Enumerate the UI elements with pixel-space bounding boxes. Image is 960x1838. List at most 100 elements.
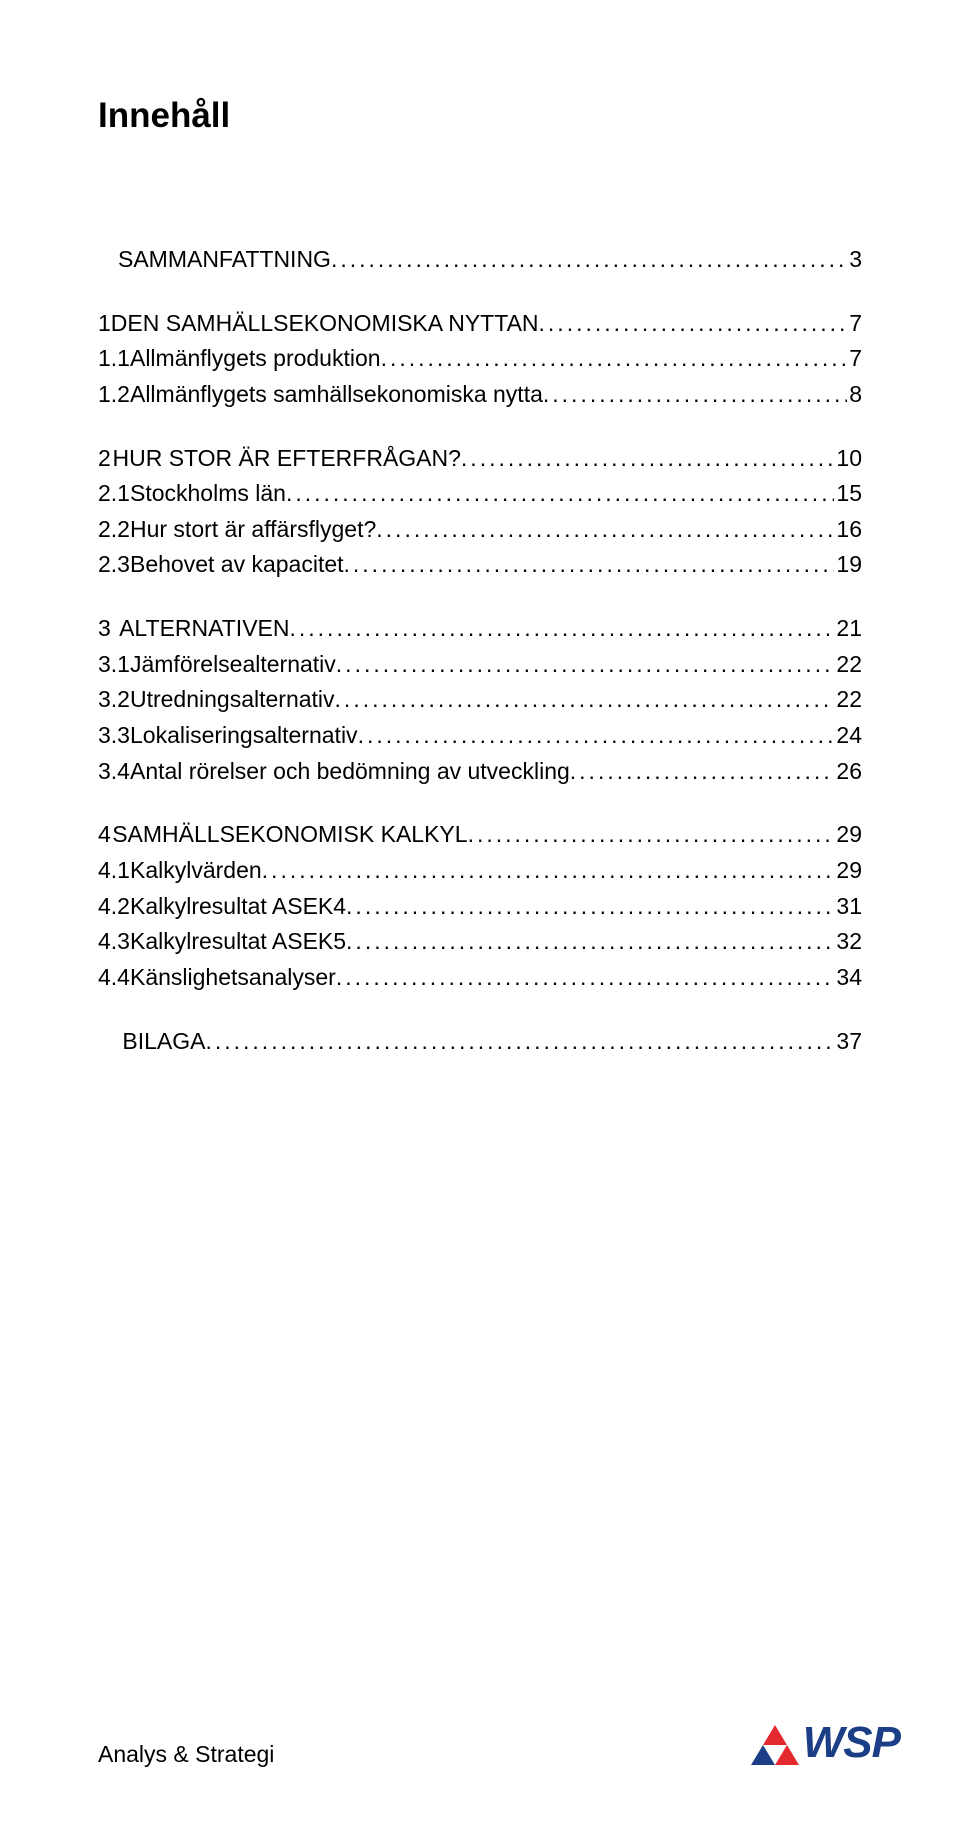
toc-line: 4.2 Kalkylresultat ASEK4 31 [98, 889, 862, 925]
toc-page: 21 [834, 611, 862, 647]
toc-label: SAMMANFATTNING [118, 242, 331, 278]
toc-block: 2 HUR STOR ÄR EFTERFRÅGAN? 10 2.1 Stockh… [98, 441, 862, 584]
toc-num: 3.3 [98, 718, 130, 754]
toc-block: 4 SAMHÄLLSEKONOMISK KALKYL 29 4.1 Kalkyl… [98, 817, 862, 995]
toc-leader [539, 306, 848, 342]
toc-page: 26 [834, 754, 862, 790]
toc-page: 16 [834, 512, 862, 548]
toc-line: 2.1 Stockholms län 15 [98, 476, 862, 512]
toc-label: SAMHÄLLSEKONOMISK KALKYL [112, 817, 467, 853]
toc-line: SAMMANFATTNING 3 [98, 242, 862, 278]
toc-num: 1.2 [98, 377, 130, 413]
toc-label: Allmänflygets samhällsekonomiska nytta [130, 377, 543, 413]
toc-label: Känslighetsanalyser [130, 960, 336, 996]
toc-label: Kalkylresultat ASEK5 [130, 924, 346, 960]
toc-page: 15 [834, 476, 862, 512]
toc-line: 3 ALTERNATIVEN 21 [98, 611, 862, 647]
toc-label: Kalkylresultat ASEK4 [130, 889, 346, 925]
wsp-logo-text: WSP [803, 1718, 900, 1768]
toc-leader [335, 682, 835, 718]
toc-page: 8 [847, 377, 862, 413]
toc-leader [346, 889, 834, 925]
toc-num: 4.2 [98, 889, 130, 925]
toc-page: 37 [834, 1024, 862, 1060]
toc-num: 2.2 [98, 512, 130, 548]
toc-label: Stockholms län [130, 476, 286, 512]
toc-label: Utredningsalternativ [130, 682, 335, 718]
toc-page: 32 [834, 924, 862, 960]
toc-label: BILAGA [122, 1024, 205, 1060]
toc-line: 2.3 Behovet av kapacitet 19 [98, 547, 862, 583]
toc-page: 34 [834, 960, 862, 996]
toc-page: 24 [834, 718, 862, 754]
toc-leader [358, 718, 835, 754]
toc-label: Jämförelsealternativ [130, 647, 336, 683]
toc-num: 4.1 [98, 853, 130, 889]
toc: SAMMANFATTNING 3 1 DEN SAMHÄLLSEKONOMISK… [98, 242, 862, 1059]
toc-num: 4.4 [98, 960, 130, 996]
toc-block: 3 ALTERNATIVEN 21 3.1 Jämförelsealternat… [98, 611, 862, 789]
toc-line: 2 HUR STOR ÄR EFTERFRÅGAN? 10 [98, 441, 862, 477]
toc-line: 4.3 Kalkylresultat ASEK5 32 [98, 924, 862, 960]
toc-leader [286, 476, 834, 512]
toc-page: 19 [834, 547, 862, 583]
toc-num: 1 [98, 306, 111, 342]
toc-page: 31 [834, 889, 862, 925]
toc-title: Innehåll [98, 96, 862, 136]
toc-line: 3.1 Jämförelsealternativ 22 [98, 647, 862, 683]
wsp-logo-icon [751, 1721, 799, 1765]
toc-line: 3.2 Utredningsalternativ 22 [98, 682, 862, 718]
toc-leader [461, 441, 834, 477]
toc-page: 22 [834, 682, 862, 718]
toc-leader [376, 512, 834, 548]
toc-page: 3 [847, 242, 862, 278]
toc-leader [344, 547, 835, 583]
toc-page: 7 [847, 306, 862, 342]
toc-line: BILAGA 37 [98, 1024, 862, 1060]
toc-page: 7 [847, 341, 862, 377]
toc-line: 4.1 Kalkylvärden 29 [98, 853, 862, 889]
toc-label: HUR STOR ÄR EFTERFRÅGAN? [112, 441, 460, 477]
toc-block: BILAGA 37 [98, 1024, 862, 1060]
toc-num: 1.1 [98, 341, 130, 377]
toc-leader [570, 754, 835, 790]
toc-page: 22 [834, 647, 862, 683]
toc-leader [543, 377, 847, 413]
toc-label: Behovet av kapacitet [130, 547, 344, 583]
toc-leader [336, 647, 835, 683]
toc-leader [381, 341, 848, 377]
toc-line: 3.3 Lokaliseringsalternativ 24 [98, 718, 862, 754]
toc-num: 3.4 [98, 754, 130, 790]
toc-num: 2 [98, 441, 112, 477]
toc-label: ALTERNATIVEN [119, 611, 289, 647]
toc-label: DEN SAMHÄLLSEKONOMISKA NYTTAN [111, 306, 539, 342]
toc-line: 1.1 Allmänflygets produktion 7 [98, 341, 862, 377]
toc-line: 4 SAMHÄLLSEKONOMISK KALKYL 29 [98, 817, 862, 853]
toc-num: 3.1 [98, 647, 130, 683]
toc-leader [262, 853, 835, 889]
toc-line: 3.4 Antal rörelser och bedömning av utve… [98, 754, 862, 790]
toc-num: 3 [98, 611, 119, 647]
toc-label: Allmänflygets produktion [130, 341, 381, 377]
toc-num: 2.3 [98, 547, 130, 583]
toc-block: 1 DEN SAMHÄLLSEKONOMISKA NYTTAN 7 1.1 Al… [98, 306, 862, 413]
toc-page: 10 [834, 441, 862, 477]
footer: Analys & Strategi WSP [0, 1718, 960, 1768]
toc-line: 4.4 Känslighetsanalyser 34 [98, 960, 862, 996]
toc-label: Kalkylvärden [130, 853, 262, 889]
toc-leader [290, 611, 835, 647]
wsp-logo: WSP [751, 1718, 900, 1768]
toc-page: 29 [834, 853, 862, 889]
toc-leader [205, 1024, 834, 1060]
toc-leader [336, 960, 835, 996]
toc-leader [468, 817, 835, 853]
toc-num: 3.2 [98, 682, 130, 718]
toc-label: Hur stort är affärsflyget? [130, 512, 376, 548]
toc-line: 1 DEN SAMHÄLLSEKONOMISKA NYTTAN 7 [98, 306, 862, 342]
toc-block: SAMMANFATTNING 3 [98, 242, 862, 278]
toc-line: 1.2 Allmänflygets samhällsekonomiska nyt… [98, 377, 862, 413]
toc-label: Antal rörelser och bedömning av utveckli… [130, 754, 570, 790]
toc-num: 2.1 [98, 476, 130, 512]
toc-leader [346, 924, 834, 960]
toc-num: 4.3 [98, 924, 130, 960]
